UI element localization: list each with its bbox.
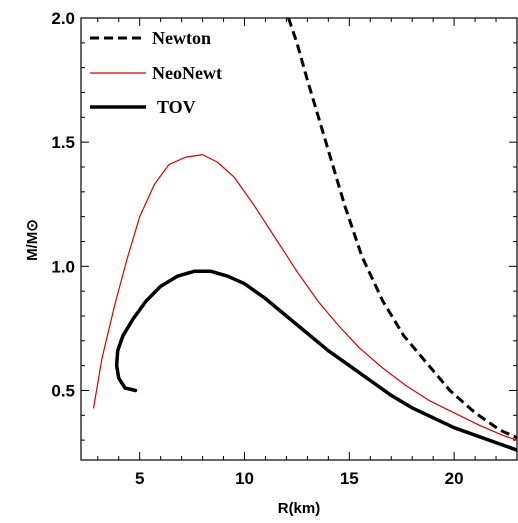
legend: Newton NeoNewt TOV [90, 28, 222, 117]
y-tick-label: 1.0 [51, 257, 75, 276]
x-tick-label: 10 [235, 469, 254, 488]
legend-label-tov: TOV [157, 97, 196, 117]
y-tick-label: 2.0 [51, 9, 75, 28]
series-lines [92, 18, 517, 452]
series-line-newton [287, 18, 517, 440]
plot-frame [80, 17, 518, 461]
x-tick-label: 5 [135, 469, 144, 488]
legend-label-newton: Newton [152, 28, 211, 48]
y-tick-label: 0.5 [51, 381, 75, 400]
y-axis-title: M/M⊙ [24, 219, 41, 261]
y-tick-label: 1.5 [51, 133, 75, 152]
x-axis-title: R(km) [278, 500, 321, 517]
series-line-neonewt [92, 154, 517, 441]
series-line-tov [114, 269, 517, 452]
x-tick-label: 15 [340, 469, 359, 488]
axis-ticks [81, 17, 518, 460]
x-tick-label: 20 [445, 469, 464, 488]
tick-labels: 5 10 15 20 0.5 1.0 1.5 2.0 [51, 9, 463, 488]
legend-label-neonewt: NeoNewt [152, 63, 222, 83]
